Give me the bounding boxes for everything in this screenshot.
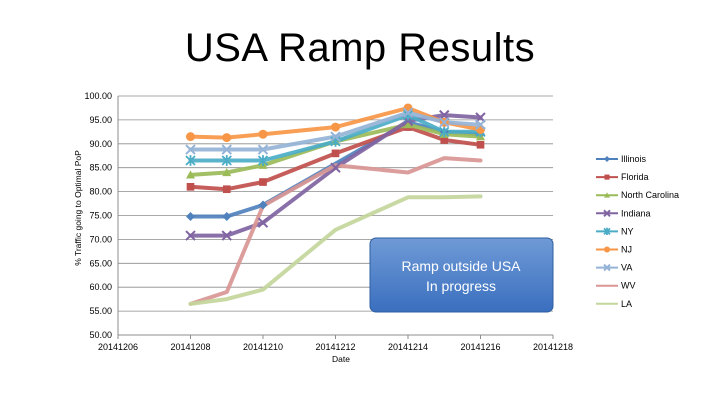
data-point-north-carolina xyxy=(222,167,232,177)
data-point-nj xyxy=(222,133,232,143)
legend-marker-indiana xyxy=(603,209,611,218)
y-tick-label: 65.00 xyxy=(89,258,112,268)
data-point-north-carolina xyxy=(186,170,195,179)
data-point-florida xyxy=(186,182,195,191)
data-point-florida xyxy=(440,136,449,144)
x-tick-label: 20141208 xyxy=(170,342,210,352)
data-point-nj xyxy=(403,103,413,113)
legend-marker-ny xyxy=(603,227,611,236)
data-point-va xyxy=(402,107,414,118)
data-point-va xyxy=(439,117,450,128)
data-point-nj xyxy=(331,122,340,132)
data-point-ny xyxy=(257,155,269,166)
y-tick-label: 60.00 xyxy=(89,282,112,292)
data-point-indiana xyxy=(221,230,232,241)
legend-marker-va xyxy=(603,263,611,272)
legend-marker-nj xyxy=(604,246,610,253)
y-tick-label: 75.00 xyxy=(89,211,112,221)
series-markers xyxy=(185,103,486,241)
data-point-va xyxy=(330,131,341,142)
y-tick-label: 100.00 xyxy=(84,91,112,101)
x-tick-label: 20141216 xyxy=(460,342,500,352)
y-tick-label: 95.00 xyxy=(89,115,112,125)
legend-label-illinois: Illinois xyxy=(621,154,647,164)
x-tick-label: 20141218 xyxy=(533,342,573,352)
data-point-florida xyxy=(259,178,267,186)
data-point-illinois xyxy=(186,211,195,221)
y-tick-label: 70.00 xyxy=(89,234,112,244)
data-point-indiana xyxy=(185,230,196,241)
x-tick-label: 20141212 xyxy=(315,342,355,352)
legend-label-ny: NY xyxy=(621,226,634,236)
x-tick-label: 20141210 xyxy=(243,342,283,352)
data-point-nj xyxy=(476,124,485,134)
legend-label-wv: WV xyxy=(621,281,636,291)
data-point-illinois xyxy=(222,211,232,221)
x-tick-label: 20141206 xyxy=(98,342,138,352)
data-point-va xyxy=(185,144,196,155)
data-point-florida xyxy=(476,140,485,149)
x-tick-label: 20141214 xyxy=(388,342,428,352)
data-point-florida xyxy=(222,185,231,194)
data-point-north-carolina xyxy=(403,120,413,129)
callout-rect xyxy=(369,237,554,313)
axes: 100.00 95.00 90.00 85.00 80.00 75.00 70.00 65.0… xyxy=(84,91,573,352)
y-axis-title: % Traffic going to Optimal PoP xyxy=(73,150,83,266)
y-tick-label: 80.00 xyxy=(89,187,112,197)
data-point-va xyxy=(221,144,232,155)
y-tick-label: 85.00 xyxy=(89,163,112,173)
data-point-indiana xyxy=(330,162,341,173)
legend-marker-florida xyxy=(604,174,610,180)
data-point-florida xyxy=(331,149,340,158)
legend: Illinois Florida North Carolina Indiana NY NJ… xyxy=(596,154,679,309)
data-point-va xyxy=(475,119,486,130)
data-point-nj xyxy=(258,129,268,139)
legend-label-va: VA xyxy=(621,263,632,273)
data-point-indiana xyxy=(257,217,269,228)
legend-label-north-carolina: North Carolina xyxy=(621,190,679,200)
data-point-ny xyxy=(439,126,450,138)
data-point-ny xyxy=(185,155,196,166)
y-tick-label: 55.00 xyxy=(89,306,112,316)
callout-text-line: Ramp outside USA xyxy=(401,258,521,274)
slide-title: USA Ramp Results xyxy=(184,26,536,70)
data-point-va xyxy=(257,144,269,155)
legend-marker-north-carolina xyxy=(604,192,610,198)
data-point-ny xyxy=(221,155,232,166)
y-tick-label: 90.00 xyxy=(89,139,112,149)
legend-label-la: LA xyxy=(621,299,632,309)
callout-text-line: In progress xyxy=(426,278,496,294)
legend-marker-illinois xyxy=(604,156,610,162)
series-line-wv xyxy=(188,156,483,306)
legend-label-florida: Florida xyxy=(621,172,649,182)
y-tick-label: 50.00 xyxy=(89,330,112,340)
data-point-illinois xyxy=(258,200,268,210)
data-point-nj xyxy=(186,132,195,142)
series-line-la xyxy=(188,194,483,306)
legend-label-indiana: Indiana xyxy=(621,208,651,218)
x-axis-title: Date xyxy=(332,354,350,364)
legend-label-nj: NJ xyxy=(621,245,632,255)
callout-box: Ramp outside USA In progress xyxy=(369,237,554,313)
